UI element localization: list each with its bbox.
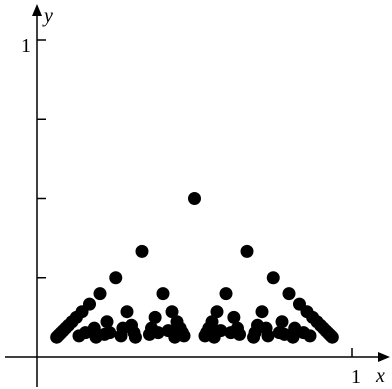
point: [233, 327, 247, 341]
point: [247, 330, 261, 344]
point: [210, 305, 224, 319]
point: [275, 315, 289, 329]
x-arrow: [378, 352, 390, 362]
point: [135, 244, 149, 258]
point: [219, 287, 233, 301]
point: [325, 330, 339, 344]
y-arrow: [32, 4, 42, 16]
point: [142, 327, 156, 341]
point: [255, 305, 269, 319]
point: [72, 329, 86, 343]
point: [128, 330, 142, 344]
x-axis-label: x: [375, 365, 385, 387]
point: [286, 330, 300, 344]
point: [168, 330, 182, 344]
point: [240, 244, 254, 258]
point: [227, 310, 241, 324]
point: [100, 315, 114, 329]
point: [50, 330, 64, 344]
point: [261, 329, 275, 343]
point: [109, 271, 123, 285]
point: [89, 330, 103, 344]
point: [207, 330, 221, 344]
point: [266, 271, 280, 285]
point: [93, 287, 107, 301]
point: [156, 287, 170, 301]
point: [165, 305, 179, 319]
point: [303, 329, 317, 343]
point: [148, 310, 162, 324]
point: [282, 287, 296, 301]
x-tick-label: 1: [351, 366, 361, 388]
point: [114, 329, 128, 343]
point: [120, 305, 134, 319]
y-tick-label: 1: [21, 35, 31, 57]
y-axis-label: y: [42, 5, 53, 27]
point: [188, 192, 201, 205]
